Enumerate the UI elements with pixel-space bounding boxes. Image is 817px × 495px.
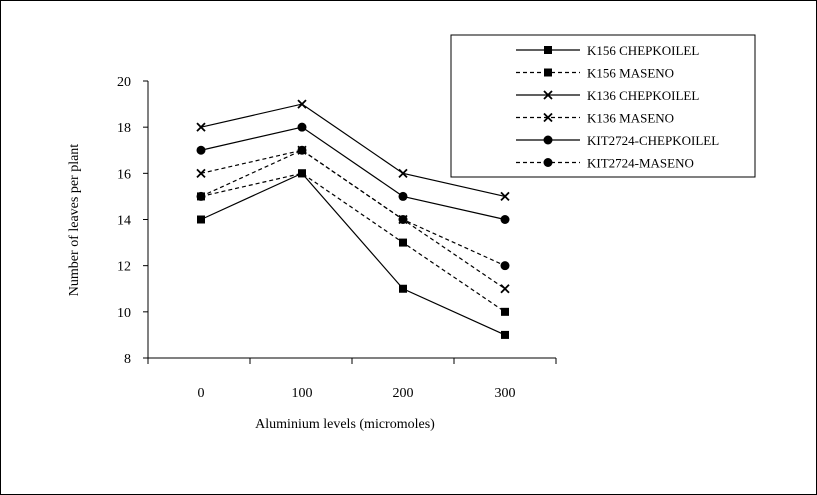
- x-tick-label: 200: [393, 386, 414, 401]
- y-tick-label: 20: [117, 75, 131, 90]
- legend-label: K156 MASENO: [587, 66, 674, 81]
- data-point: [298, 169, 306, 178]
- data-point: [399, 238, 407, 247]
- y-axis-label: Number of leaves per plant: [67, 144, 82, 296]
- data-point: [500, 284, 510, 294]
- legend: K156 CHEPKOILEL K156 MASENO K136 CHEPKOILE…: [450, 34, 756, 178]
- y-tick-label: 8: [124, 352, 131, 367]
- legend-marker: [543, 135, 553, 145]
- legend-label: K136 MASENO: [587, 111, 674, 126]
- y-tick-label: 12: [117, 260, 131, 275]
- series-line: [200, 149, 506, 290]
- x-axis-label: Aluminium levels (micromoles): [255, 417, 435, 432]
- legend-marker: [544, 46, 552, 54]
- series-line: [200, 149, 506, 267]
- data-point: [196, 122, 206, 132]
- y-tick-label: 18: [117, 121, 131, 136]
- legend-marker: [543, 112, 553, 123]
- legend-box: [450, 34, 756, 178]
- series-line: [200, 126, 506, 221]
- x-tick-label: 300: [495, 386, 516, 401]
- data-point: [196, 191, 206, 201]
- legend-marker: [543, 90, 553, 100]
- legend-items: K156 CHEPKOILEL K156 MASENO K136 CHEPKOILE…: [516, 43, 719, 171]
- y-ticks: 8 10 12 14 16 18 20: [117, 75, 148, 367]
- data-point: [500, 215, 510, 224]
- data-point: [297, 122, 307, 132]
- x-tick-label: 0: [198, 386, 205, 401]
- series-line: [200, 103, 506, 198]
- data-point: [398, 168, 408, 178]
- legend-label: KIT2724-CHEPKOILEL: [587, 133, 719, 148]
- legend-label: K156 CHEPKOILEL: [587, 43, 699, 58]
- data-point: [500, 261, 510, 271]
- legend-marker: [544, 68, 552, 77]
- x-tick-label: 100: [292, 386, 313, 401]
- series-line: [200, 172, 506, 336]
- y-tick-label: 10: [117, 306, 131, 321]
- y-tick-label: 14: [117, 214, 131, 229]
- data-point: [501, 330, 509, 339]
- data-point: [398, 215, 408, 224]
- series-line: [200, 172, 506, 313]
- data-point: [399, 284, 407, 293]
- x-ticks: 0 100 200 300: [147, 358, 557, 401]
- data-point: [197, 215, 205, 224]
- data-point: [398, 191, 408, 201]
- data-point: [196, 145, 206, 155]
- data-point: [297, 145, 307, 155]
- y-tick-label: 16: [117, 167, 131, 182]
- data-point: [196, 168, 206, 178]
- series-layer: [196, 99, 510, 339]
- data-point: [501, 307, 509, 316]
- legend-marker: [543, 158, 553, 167]
- data-point: [500, 191, 510, 202]
- legend-label: KIT2724-MASENO: [587, 156, 694, 171]
- data-point: [297, 99, 307, 109]
- legend-label: K136 CHEPKOILEL: [587, 88, 699, 103]
